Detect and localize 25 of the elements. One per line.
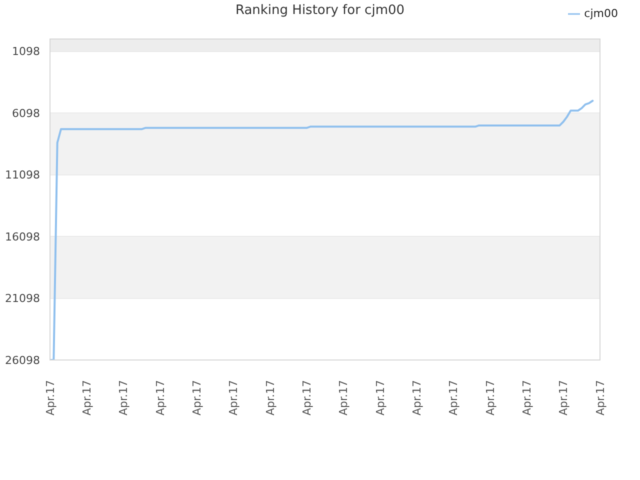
line-series <box>50 100 594 360</box>
x-tick-label: Apr.17 <box>484 380 497 416</box>
x-tick-label: Apr.17 <box>300 380 314 416</box>
y-tick-label: 16098 <box>5 230 40 244</box>
x-tick-label: Apr.17 <box>44 380 57 416</box>
x-tick-label: Apr.17 <box>190 380 204 416</box>
x-tick-label: Apr.17 <box>594 380 607 416</box>
y-tick-label: 21098 <box>5 292 40 306</box>
x-tick-label: Apr.17 <box>374 380 387 416</box>
x-tick-label: Apr.17 <box>154 380 167 416</box>
y-tick-label: 26098 <box>5 354 40 367</box>
x-tick-label: Apr.17 <box>80 380 94 416</box>
legend-label: cjm00 <box>584 7 618 20</box>
y-tick-label: 1098 <box>12 45 40 58</box>
x-tick-label: Apr.17 <box>557 380 570 416</box>
y-tick-label: 11098 <box>5 168 40 182</box>
chart-title: Ranking History for cjm00 <box>235 3 405 18</box>
x-tick-label: Apr.17 <box>410 380 424 416</box>
x-tick-label: Apr.17 <box>337 380 350 416</box>
x-tick-label: Apr.17 <box>447 380 460 416</box>
x-tick-label: Apr.17 <box>264 380 277 416</box>
x-tick-label: Apr.17 <box>117 380 130 416</box>
x-tick-label: Apr.17 <box>520 380 534 416</box>
x-tick-label: Apr.17 <box>227 380 240 416</box>
y-tick-label: 6098 <box>12 106 40 120</box>
